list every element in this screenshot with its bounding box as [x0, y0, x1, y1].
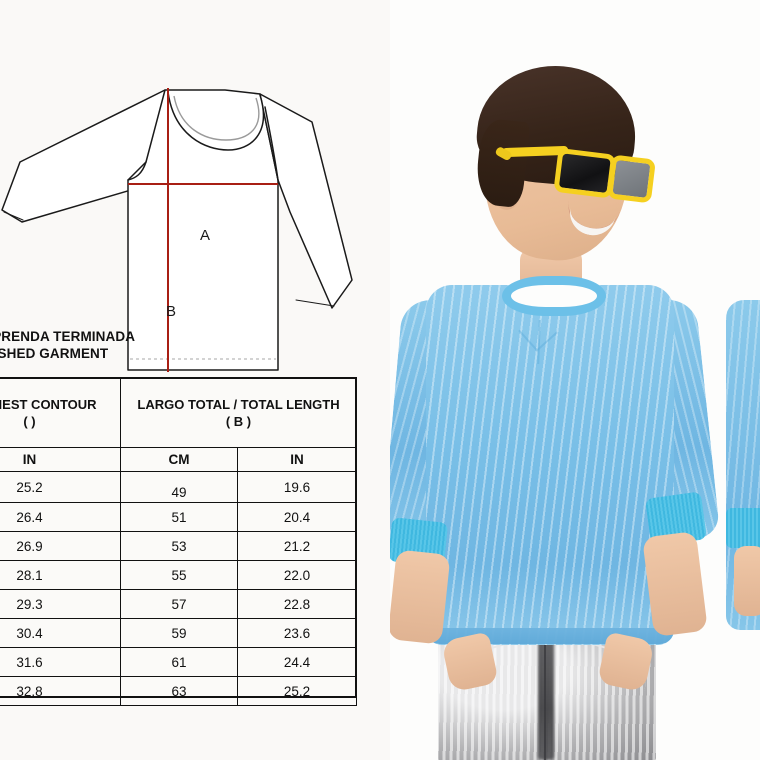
- cell-chest-in: 32.8: [0, 676, 121, 706]
- cell-length-cm: 55: [120, 560, 238, 590]
- header-chest-line2: ( ): [23, 414, 36, 429]
- forearm-left: [390, 549, 451, 645]
- cell-length-in: 20.4: [237, 502, 357, 532]
- forearm-right: [642, 531, 708, 637]
- size-chart-table: O / CHEST CONTOUR ( ) LARGO TOTAL / TOTA…: [0, 378, 357, 706]
- table-row: 25.2 49 19.6: [0, 471, 357, 503]
- sunglasses-lens-near: [553, 147, 617, 199]
- caption-line-spanish: n PRENDA TERMINADA: [0, 329, 136, 344]
- second-model-cuff: [726, 508, 760, 548]
- table-row: 26.4 51 20.4: [0, 502, 357, 532]
- cell-length-cm: 49: [120, 471, 238, 503]
- jeans-center-seam: [544, 626, 546, 760]
- table-row: 30.4 59 23.6: [0, 618, 357, 648]
- unit-header-chest-in: IN: [0, 447, 121, 472]
- unit-header-length-in: IN: [237, 447, 357, 472]
- second-model-forearm: [734, 546, 760, 616]
- table-row: 31.6 61 24.4: [0, 647, 357, 677]
- table-row: 28.1 55 22.0: [0, 560, 357, 590]
- neckline-outer: [167, 91, 265, 151]
- garment-technical-flat-diagram: A B: [0, 62, 380, 372]
- cell-chest-in: 29.3: [0, 589, 121, 619]
- cell-length-cm: 57: [120, 589, 238, 619]
- neckline-rib-inner: [173, 95, 260, 141]
- photo-inner: [390, 0, 760, 760]
- header-length-line2: ( B ): [225, 414, 252, 429]
- caption-line-english: INISHED GARMENT: [0, 346, 109, 361]
- cell-length-cm: 61: [120, 647, 238, 677]
- table-row: 29.3 57 22.8: [0, 589, 357, 619]
- dimension-label-b: B: [166, 303, 177, 320]
- left-cuff-line: [3, 211, 24, 221]
- cell-length-in: 22.8: [237, 589, 357, 619]
- garment-svg: [1, 88, 353, 372]
- cell-length-in: 24.4: [237, 647, 357, 677]
- shirt-collar: [502, 276, 606, 316]
- cell-length-in: 21.2: [237, 531, 357, 561]
- cell-length-cm: 59: [120, 618, 238, 648]
- model-photograph: [390, 0, 760, 760]
- cell-length-cm: 51: [120, 502, 238, 532]
- cell-length-cm: 63: [120, 676, 238, 706]
- header-total-length: LARGO TOTAL / TOTAL LENGTH ( B ): [120, 378, 357, 448]
- cell-chest-in: 26.4: [0, 502, 121, 532]
- table-group-header-row: O / CHEST CONTOUR ( ) LARGO TOTAL / TOTA…: [0, 378, 357, 448]
- size-table-body: 25.2 49 19.6 26.4 51 20.4 26.9 53 21.2 2…: [0, 471, 357, 706]
- cell-length-in: 23.6: [237, 618, 357, 648]
- header-chest-line1: O / CHEST CONTOUR: [0, 397, 97, 412]
- cell-chest-in: 30.4: [0, 618, 121, 648]
- cell-length-in: 19.6: [237, 471, 357, 503]
- garment-body: [127, 89, 279, 371]
- left-armhole: [127, 161, 147, 181]
- cell-chest-in: 26.9: [0, 531, 121, 561]
- cell-chest-in: 28.1: [0, 560, 121, 590]
- garment-caption: n PRENDA TERMINADA INISHED GARMENT: [0, 328, 240, 362]
- table-unit-header-row: IN CM IN: [0, 447, 357, 472]
- table-row: 26.9 53 21.2: [0, 531, 357, 561]
- cell-length-in: 25.2: [237, 676, 357, 706]
- cell-chest-in: 25.2: [0, 471, 121, 503]
- sunglasses-lens-far: [606, 154, 656, 204]
- cell-length-cm: 53: [120, 531, 238, 561]
- header-chest-contour: O / CHEST CONTOUR ( ): [0, 378, 121, 448]
- size-chart-table-wrap: O / CHEST CONTOUR ( ) LARGO TOTAL / TOTA…: [0, 378, 357, 706]
- right-armhole: [264, 106, 279, 181]
- cell-chest-in: 31.6: [0, 647, 121, 677]
- jeans-fly-shadow: [538, 630, 554, 760]
- dimension-label-a: A: [200, 227, 211, 244]
- table-row: 32.8 63 25.2: [0, 676, 357, 706]
- right-cuff-line: [295, 299, 335, 307]
- cell-length-in: 22.0: [237, 560, 357, 590]
- header-length-line1: LARGO TOTAL / TOTAL LENGTH: [137, 397, 340, 412]
- shirt-body: [426, 285, 674, 645]
- unit-header-length-cm: CM: [120, 447, 238, 472]
